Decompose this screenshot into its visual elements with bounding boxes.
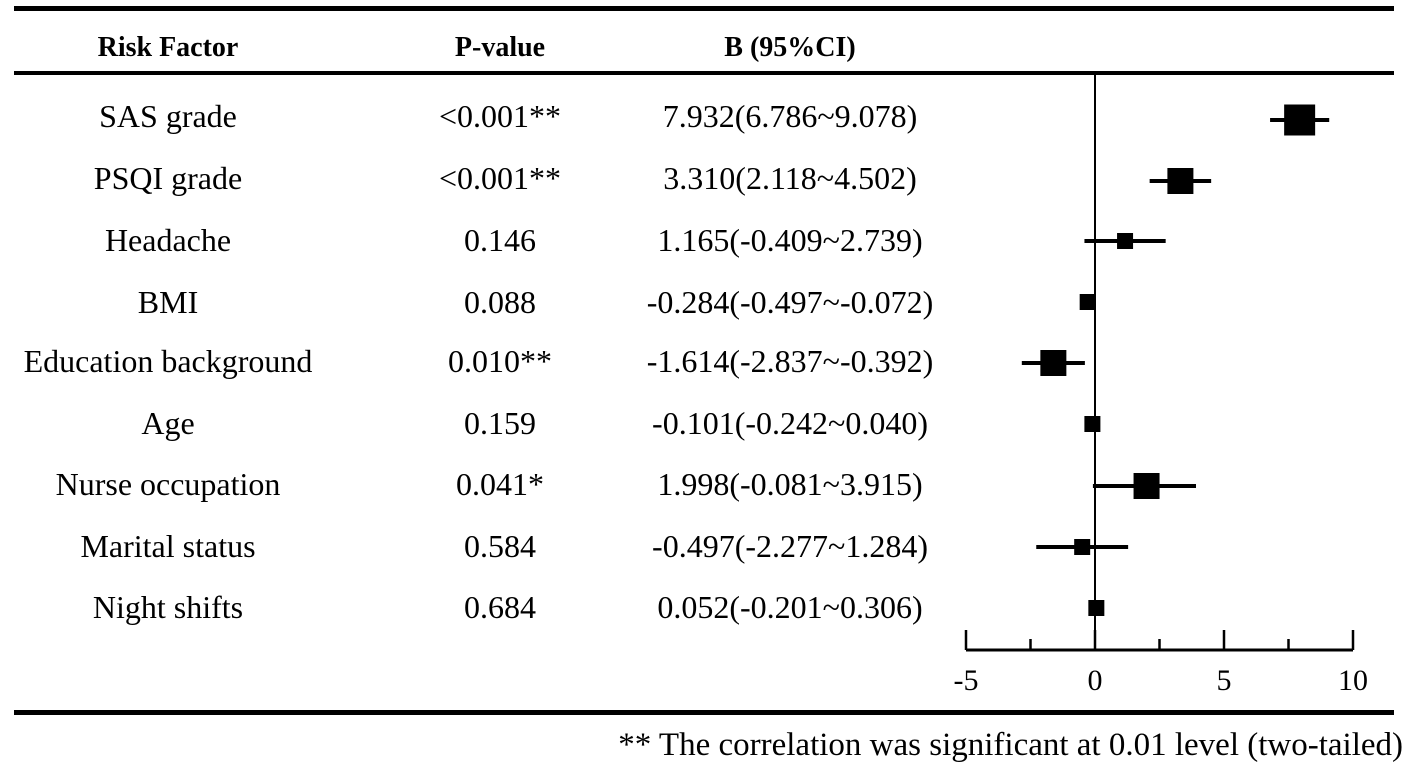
row-p-value: 0.146 <box>464 222 536 258</box>
row-b-ci: -0.497(-2.277~1.284) <box>652 528 928 564</box>
row-b-ci: -0.284(-0.497~-0.072) <box>646 284 934 320</box>
row-b-ci: -1.614(-2.837~-0.392) <box>646 343 934 379</box>
estimate-marker <box>1084 416 1101 432</box>
row-factor: Nurse occupation <box>55 466 281 502</box>
row-factor: PSQI grade <box>93 160 243 196</box>
estimate-marker <box>1133 473 1160 499</box>
row-factor: SAS grade <box>99 98 237 134</box>
row-b-ci: -0.101(-0.242~0.040) <box>652 405 928 441</box>
header-risk-factor: Risk Factor <box>97 32 239 63</box>
row-factor: Marital status <box>80 528 256 564</box>
x-tick-label: 10 <box>1338 664 1368 697</box>
estimate-marker <box>1117 233 1134 249</box>
bottom-rule <box>14 710 1394 715</box>
header-b-ci: B (95%CI) <box>724 32 856 63</box>
row-b-ci: 0.052(-0.201~0.306) <box>657 589 923 625</box>
row-b-ci: 1.165(-0.409~2.739) <box>657 222 923 258</box>
row-factor: BMI <box>137 284 199 320</box>
row-factor: Night shifts <box>92 589 244 625</box>
row-factor: Education background <box>23 343 313 379</box>
x-tick-label: 0 <box>1088 664 1103 697</box>
header-p-value: P-value <box>454 32 546 63</box>
forest-plot: -5 0 5 10 <box>954 75 1368 697</box>
estimate-marker <box>1088 600 1105 616</box>
row-p-value: 0.584 <box>464 528 536 564</box>
row-p-value: <0.001** <box>438 98 562 134</box>
estimate-marker <box>1079 294 1096 310</box>
row-p-value: 0.088 <box>464 284 536 320</box>
row-p-value: <0.001** <box>438 160 562 196</box>
row-factor: Headache <box>104 222 232 258</box>
row-b-ci: 1.998(-0.081~3.915) <box>657 466 923 502</box>
row-p-value: 0.041* <box>456 466 544 502</box>
header-rule <box>14 71 1394 75</box>
estimate-marker <box>1167 168 1194 194</box>
estimate-marker <box>1074 539 1091 555</box>
estimate-marker <box>1040 350 1067 376</box>
row-b-ci: 7.932(6.786~9.078) <box>662 98 918 134</box>
x-tick-label: -5 <box>954 664 979 697</box>
row-b-ci: 3.310(2.118~4.502) <box>663 160 917 196</box>
estimate-marker <box>1284 104 1316 136</box>
row-p-value: 0.010** <box>448 343 552 379</box>
row-p-value: 0.159 <box>464 405 536 441</box>
footnote: ** The correlation was significant at 0.… <box>618 727 1403 763</box>
x-tick-label: 5 <box>1217 664 1232 697</box>
row-factor: Age <box>141 405 195 441</box>
row-p-value: 0.684 <box>464 589 536 625</box>
top-rule <box>14 6 1394 11</box>
